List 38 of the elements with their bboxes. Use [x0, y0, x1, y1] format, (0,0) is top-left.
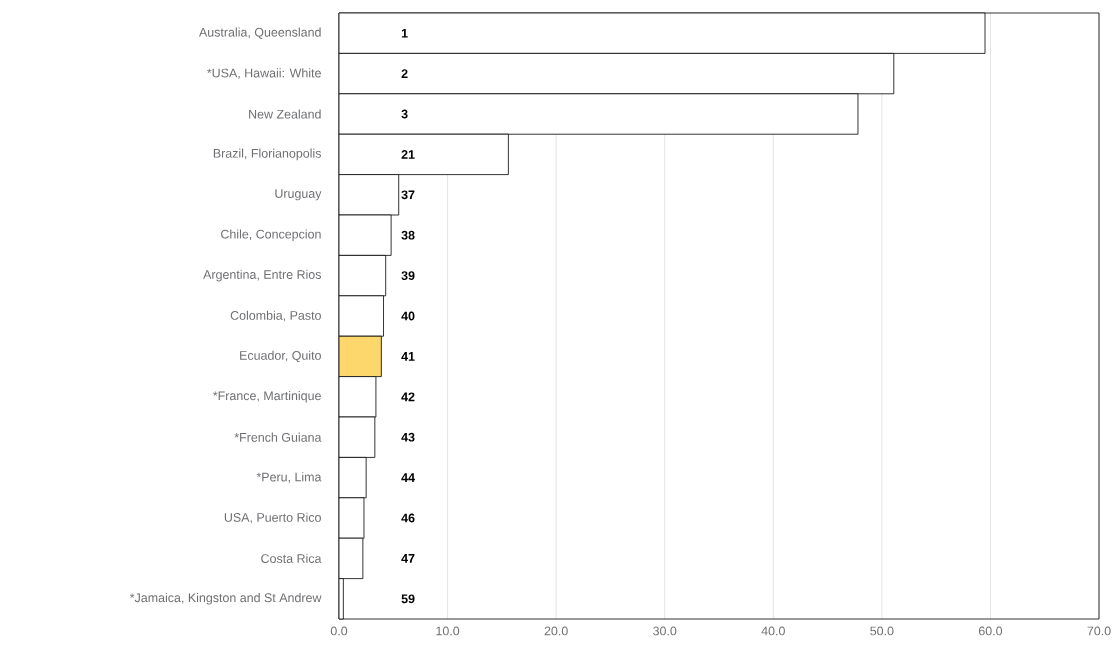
annotation: 59 — [401, 594, 415, 604]
x-tick-label: 0.0 — [330, 626, 348, 636]
y-tick-label: Ecuador, Quito — [240, 350, 321, 363]
annotation: 21 — [401, 150, 415, 159]
y-tick-label: Colombia, Pasto — [230, 310, 321, 322]
x-tick-label: 40.0 — [761, 626, 785, 636]
annotation: 3 — [401, 109, 408, 119]
y-tick-label: *Jamaica, Kingston and St Andrew — [129, 593, 322, 605]
x-tick-label: 10.0 — [436, 626, 460, 636]
annotation: 39 — [401, 271, 415, 281]
annotation: 38 — [401, 230, 415, 240]
x-tick-label: 20.0 — [544, 626, 568, 636]
y-tick-label: *French Guiana — [234, 432, 322, 442]
annotation: 46 — [401, 513, 415, 523]
y-tick-label: Costa Rica — [261, 553, 322, 563]
y-tick-label: New Zealand — [249, 109, 321, 119]
annotation: 40 — [401, 311, 415, 321]
y-tick-label: *Peru, Lima — [256, 472, 322, 483]
annotation: 42 — [401, 392, 415, 402]
annotation: 41 — [401, 352, 415, 361]
y-tick-label: Brazil, Florianopolis — [213, 148, 321, 161]
annotation: 1 — [401, 28, 408, 38]
y-tick-label: Chile, Concepcion — [221, 229, 321, 241]
annotation: 37 — [401, 190, 415, 200]
annotation: 43 — [401, 432, 415, 442]
y-tick-label: Argentina, Entre Rios — [203, 269, 322, 282]
y-tick-label: Uruguay — [275, 189, 322, 201]
x-tick-label: 70.0 — [1087, 626, 1111, 636]
annotation: 44 — [401, 473, 415, 482]
x-tick-label: 50.0 — [870, 626, 894, 636]
annotation: 2 — [401, 69, 408, 78]
x-tick-label: 60.0 — [978, 626, 1003, 636]
annotation: 47 — [401, 554, 415, 563]
y-tick-label: *France, Martinique — [213, 390, 321, 403]
y-tick-label: USA, Puerto Rico — [224, 512, 321, 524]
y-tick-label: *USA, Hawaii: White — [207, 68, 321, 79]
x-tick-label: 30.0 — [653, 626, 677, 636]
y-tick-label: Australia, Queensland — [198, 27, 321, 39]
